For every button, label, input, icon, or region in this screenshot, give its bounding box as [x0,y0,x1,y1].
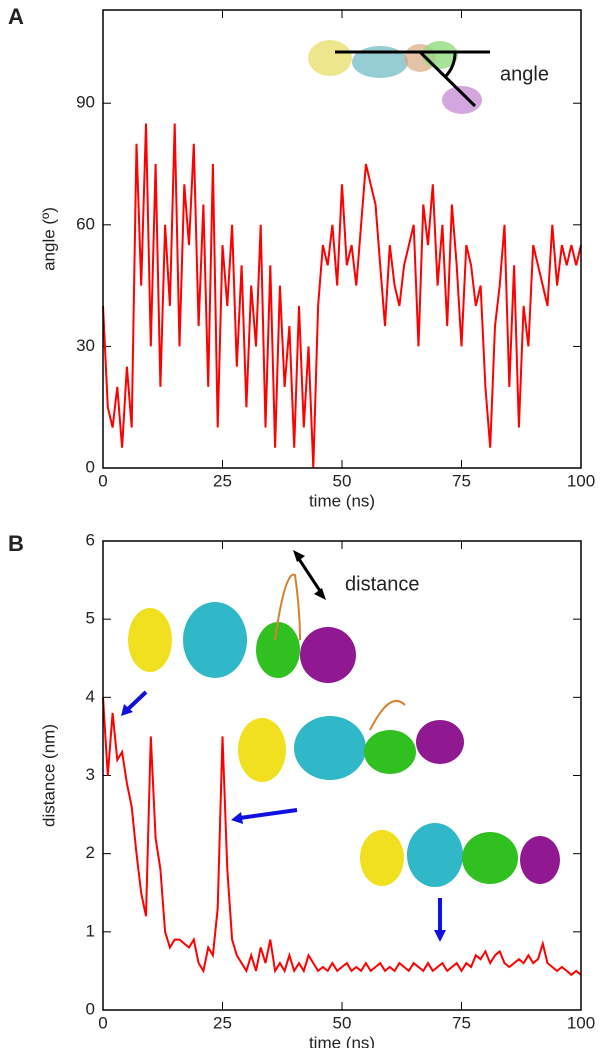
x-tick-label: 0 [98,1013,107,1032]
x-tick-label: 25 [213,1013,232,1032]
x-tick-label: 75 [452,471,471,490]
x-tick-label: 50 [333,1013,352,1032]
panel-label: A [8,4,24,29]
y-tick-label: 30 [76,336,95,355]
annotation: distance [345,573,420,595]
y-tick-label: 3 [86,765,95,784]
y-tick-label: 60 [76,214,95,233]
y-axis-label: distance (nm) [39,724,58,827]
x-tick-label: 100 [567,471,595,490]
x-tick-label: 25 [213,471,232,490]
data-line [102,123,582,469]
data-line [102,697,582,977]
annotation: angle [500,63,549,85]
x-axis-label: time (ns) [309,1033,375,1048]
x-axis-label: time (ns) [309,491,375,510]
panel-label: B [8,531,24,556]
y-tick-label: 6 [86,530,95,549]
y-tick-label: 5 [86,609,95,628]
plot-frame [102,9,582,469]
y-tick-label: 4 [86,687,95,706]
y-tick-label: 90 [76,93,95,112]
proteins-b [121,550,560,942]
x-tick-label: 75 [452,1013,471,1032]
x-tick-label: 100 [567,1013,595,1032]
protein-a [308,40,490,114]
plot-frame [102,540,582,1011]
y-tick-label: 0 [86,999,95,1018]
y-axis-label: angle (º) [39,207,58,271]
x-tick-label: 50 [333,471,352,490]
y-tick-label: 1 [86,921,95,940]
y-tick-label: 2 [86,843,95,862]
y-tick-label: 0 [86,457,95,476]
x-tick-label: 0 [98,471,107,490]
